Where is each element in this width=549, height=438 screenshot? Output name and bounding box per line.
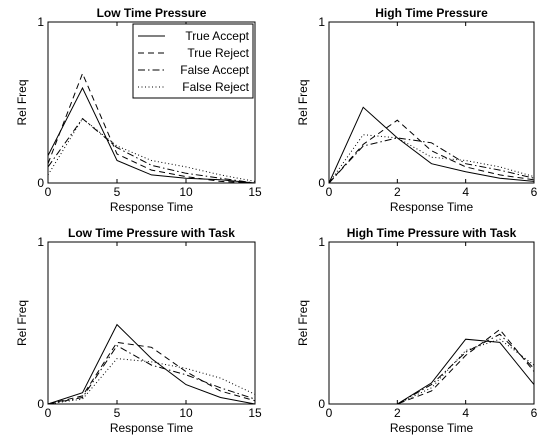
x-tick-label: 10	[179, 185, 193, 199]
legend-box	[132, 23, 254, 99]
legend-label: False Reject	[182, 80, 249, 94]
y-tick-label: 1	[318, 15, 325, 29]
chart-panel-2: High Time Pressure 0 2 4 6 0 1 Response Time Rel…	[296, 6, 538, 214]
x-tick-label: 5	[114, 185, 121, 199]
x-tick-label: 0	[326, 406, 333, 420]
series-line-true-accept	[47, 323, 256, 405]
chart-title: High Time Pressure with Task	[347, 226, 517, 240]
series-line-true-accept	[328, 106, 535, 184]
y-axis-label: Rel Freq	[15, 300, 29, 346]
chart-panel-1: Low Time Pressure 0 5 10 15 0 1 Response Time Re…	[15, 6, 262, 214]
plot-frame	[328, 241, 535, 405]
series-line-true-reject	[47, 72, 256, 184]
chart-title: Low Time Pressure	[97, 6, 207, 20]
series-line-false-accept	[47, 345, 256, 405]
x-axis-label: Response Time	[110, 421, 194, 435]
series-line-false-accept	[47, 117, 256, 184]
x-axis-label: Response Time	[390, 421, 474, 435]
series-line-true-reject	[329, 328, 535, 405]
y-tick-label: 0	[37, 397, 44, 411]
x-tick-label: 0	[45, 185, 52, 199]
x-tick-label: 4	[462, 185, 469, 199]
series-line-false-accept	[328, 137, 535, 184]
x-tick-label: 4	[462, 406, 469, 420]
chart-title: High Time Pressure	[375, 6, 488, 20]
series-line-false-reject	[329, 338, 535, 405]
x-tick-label: 6	[531, 406, 538, 420]
y-tick-label: 0	[37, 176, 44, 190]
chart-panel-4: High Time Pressure with Task 0 2 4 6 0 1 Respon…	[296, 226, 538, 435]
y-tick-label: 0	[318, 397, 325, 411]
series-line-true-reject	[47, 341, 256, 405]
y-axis-label: Rel Freq	[296, 300, 310, 346]
series-line-false-accept	[329, 333, 535, 405]
y-axis-label: Rel Freq	[296, 79, 310, 125]
x-tick-label: 0	[45, 406, 52, 420]
y-tick-label: 1	[318, 235, 325, 249]
x-tick-label: 15	[248, 406, 262, 420]
series-line-false-reject	[47, 358, 256, 405]
plot-frame	[47, 21, 256, 184]
legend: True Accept True Reject False Accept False …	[132, 23, 254, 99]
y-tick-label: 1	[37, 15, 44, 29]
plot-frame	[47, 241, 256, 405]
x-tick-label: 15	[248, 185, 262, 199]
x-axis-label: Response Time	[390, 200, 474, 214]
x-axis-label: Response Time	[110, 200, 194, 214]
x-tick-label: 2	[394, 406, 401, 420]
legend-label: False Accept	[180, 63, 249, 77]
x-tick-label: 5	[114, 406, 121, 420]
series-line-false-reject	[47, 117, 256, 182]
x-tick-label: 0	[326, 185, 333, 199]
x-tick-label: 2	[394, 185, 401, 199]
legend-label: True Accept	[185, 29, 249, 43]
series-line-true-accept	[47, 86, 256, 184]
chart-panel-3: Low Time Pressure with Task 0 5 10 15 0 1 Respo…	[15, 226, 262, 435]
plot-frame	[328, 21, 535, 184]
legend-label: True Reject	[187, 46, 249, 60]
y-axis-label: Rel Freq	[15, 79, 29, 125]
series-line-true-reject	[328, 119, 535, 184]
x-tick-label: 6	[531, 185, 538, 199]
series-line-true-accept	[329, 338, 535, 405]
y-tick-label: 1	[37, 235, 44, 249]
x-tick-label: 10	[179, 406, 193, 420]
y-tick-label: 0	[318, 176, 325, 190]
chart-title: Low Time Pressure with Task	[68, 226, 235, 240]
